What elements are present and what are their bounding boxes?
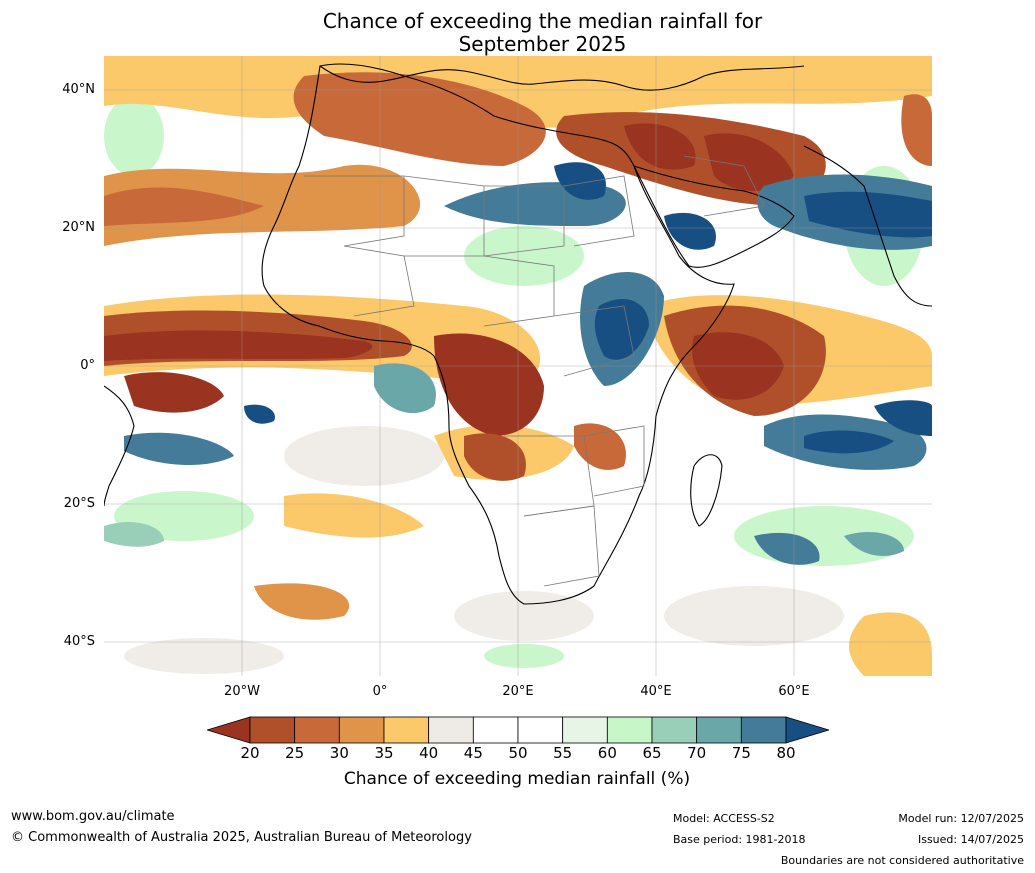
lat-label-20s: 20°S	[63, 496, 95, 511]
colorbar-segment	[249, 716, 296, 744]
title-line-1: Chance of exceeding the median rainfall …	[322, 9, 763, 33]
colorbar-tick-label: 40	[419, 744, 439, 762]
colorbar-tick-label: 60	[597, 744, 617, 762]
colorbar-tick-label: 35	[374, 744, 394, 762]
colorbar-segment	[472, 716, 519, 744]
colorbar-tick-label: 25	[285, 744, 305, 762]
colorbar-low-extend	[207, 716, 251, 744]
rainfall-map	[104, 56, 932, 676]
graticule	[104, 56, 932, 676]
colorbar-high-extend	[785, 716, 829, 744]
lat-label-40s: 40°S	[63, 634, 95, 649]
colorbar-segment	[696, 716, 742, 744]
lon-label-20e: 20°E	[502, 684, 534, 699]
base-period-text: Base period: 1981-2018	[673, 833, 806, 846]
lon-label-20w: 20°W	[224, 684, 260, 699]
colorbar-tick-label: 65	[642, 744, 662, 762]
lat-label-40n: 40°N	[62, 82, 95, 97]
colorbar-tick-label: 50	[508, 744, 528, 762]
map-svg	[104, 56, 932, 676]
colorbar-segment	[651, 716, 698, 744]
lat-label-20n: 20°N	[62, 220, 95, 235]
colorbar-tick-label: 45	[463, 744, 483, 762]
lon-label-0: 0°	[372, 684, 388, 699]
map-title: Chance of exceeding the median rainfall …	[0, 10, 1035, 56]
lat-label-0: 0°	[80, 358, 95, 373]
brown-patches	[104, 72, 932, 481]
colorbar-tick-label: 70	[687, 744, 707, 762]
colorbar-label: Chance of exceeding median rainfall (%)	[343, 769, 691, 789]
title-line-2: September 2025	[458, 32, 627, 56]
colorbar-segment	[606, 716, 653, 744]
lon-label-40e: 40°E	[640, 684, 672, 699]
colorbar-tick-label: 75	[731, 744, 751, 762]
colorbar-tick-label: 55	[553, 744, 573, 762]
colorbar-segment	[383, 716, 430, 744]
colorbar-tick-label: 30	[329, 744, 349, 762]
colorbar	[207, 716, 829, 744]
colorbar-segment	[294, 716, 340, 744]
lon-label-60e: 60°E	[778, 684, 810, 699]
copyright-text: © Commonwealth of Australia 2025, Austra…	[11, 830, 472, 845]
issued-text: Issued: 14/07/2025	[917, 833, 1024, 846]
colorbar-segment	[338, 716, 385, 744]
coastlines	[104, 63, 932, 605]
colorbar-segment	[562, 716, 608, 744]
colorbar-segment	[740, 716, 787, 744]
colorbar-segment	[428, 716, 474, 744]
colorbar-tick-label: 20	[240, 744, 260, 762]
colorbar-segment	[517, 716, 564, 744]
country-borders	[304, 155, 765, 587]
model-text: Model: ACCESS-S2	[673, 812, 775, 825]
model-run-text: Model run: 12/07/2025	[898, 812, 1024, 825]
disclaimer-text: Boundaries are not considered authoritat…	[780, 854, 1024, 867]
website-text: www.bom.gov.au/climate	[11, 809, 175, 824]
colorbar-tick-label: 80	[776, 744, 796, 762]
blue-patches	[104, 162, 932, 565]
